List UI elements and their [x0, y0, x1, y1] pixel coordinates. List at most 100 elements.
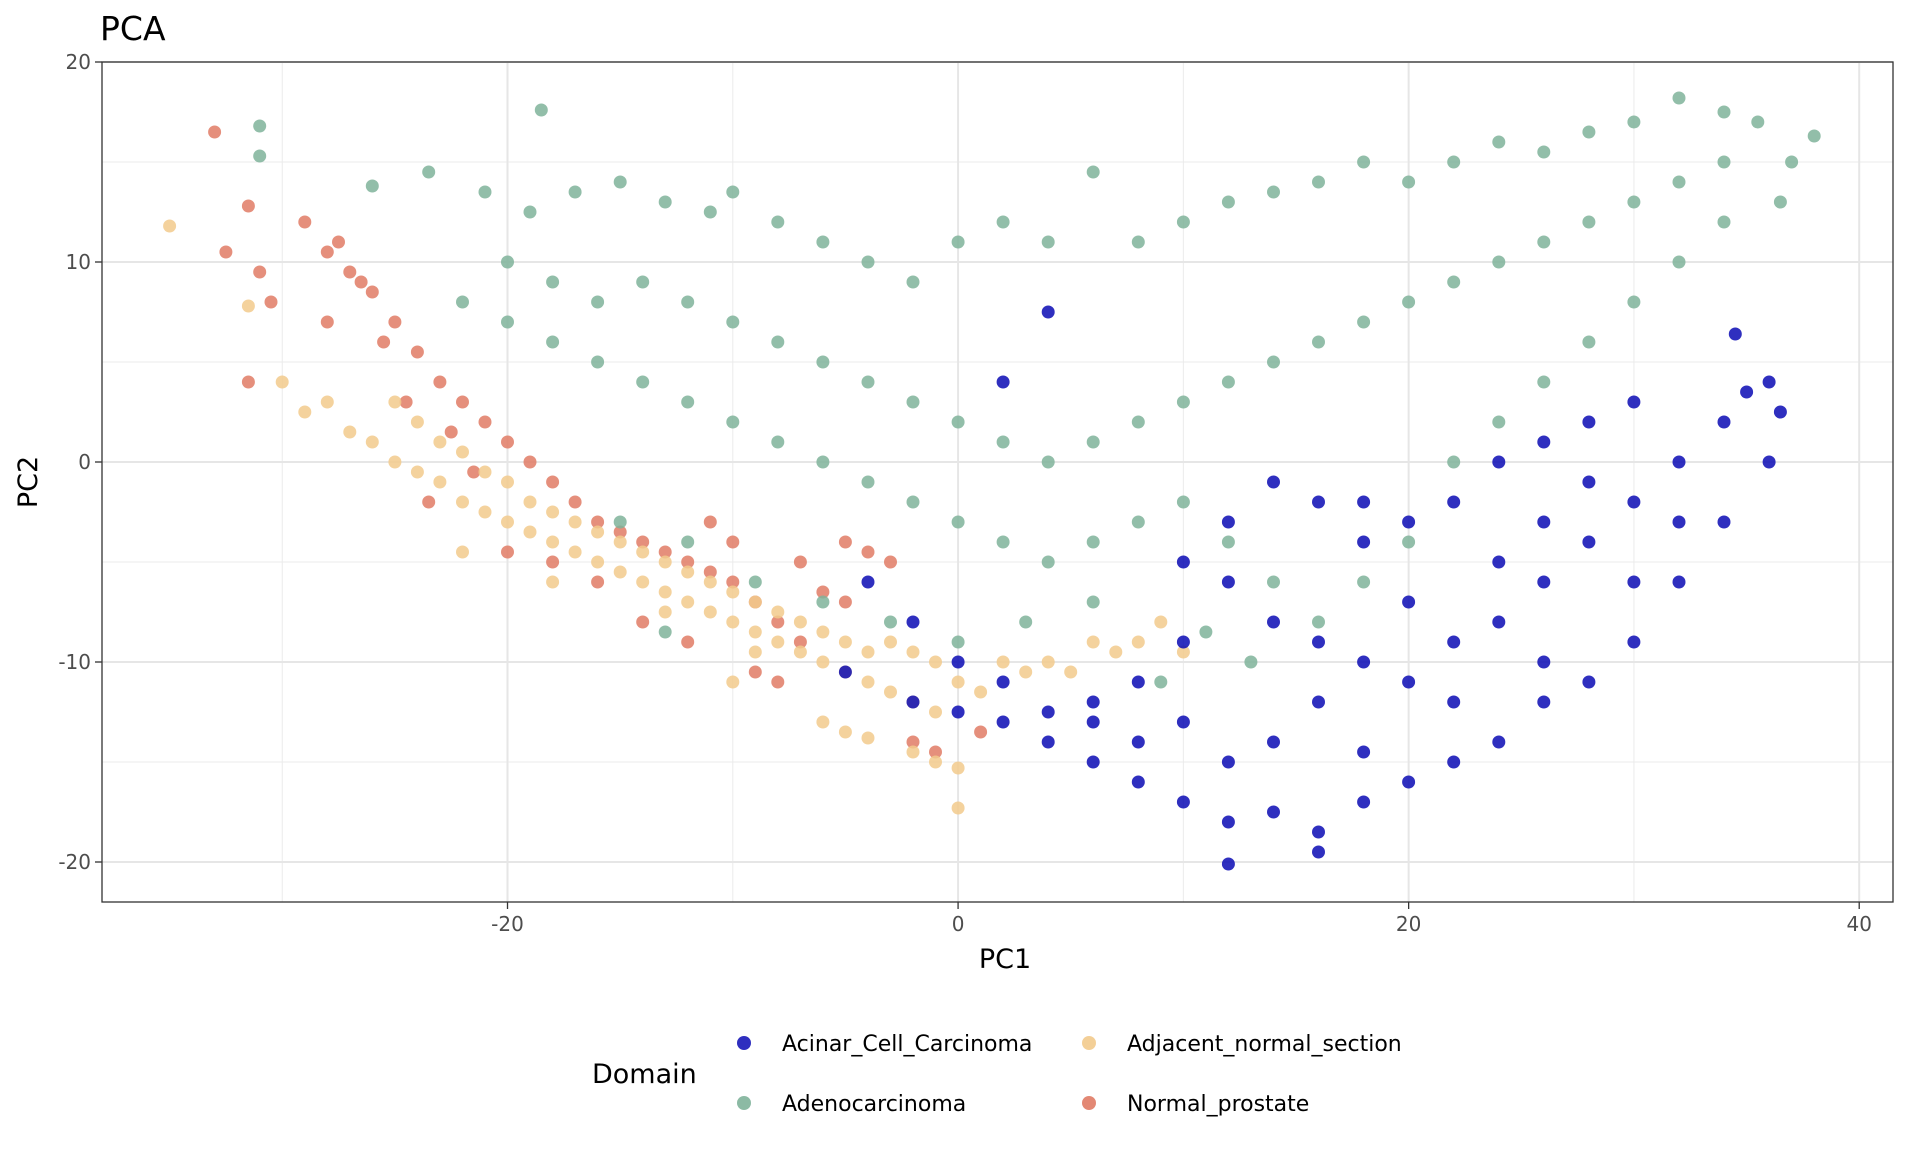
- y-tick-label-4: 20: [66, 50, 91, 74]
- point-normal-prostate-48: [467, 465, 481, 479]
- point-acinar-cell-carcinoma-68: [1492, 555, 1506, 569]
- point-adenocarcinoma-82: [1176, 395, 1190, 409]
- point-acinar-cell-carcinoma-32: [1447, 635, 1461, 649]
- point-adenocarcinoma-4: [422, 165, 436, 179]
- point-acinar-cell-carcinoma-16: [1582, 675, 1596, 689]
- point-adjacent-normal-section-25: [793, 645, 807, 659]
- point-adenocarcinoma-51: [1041, 555, 1055, 569]
- point-adjacent-normal-section-18: [636, 575, 650, 589]
- point-adenocarcinoma-18: [1041, 235, 1055, 249]
- point-adjacent-normal-section-78: [658, 605, 672, 619]
- point-adenocarcinoma-89: [1492, 255, 1506, 269]
- point-acinar-cell-carcinoma-53: [1041, 705, 1055, 719]
- point-acinar-cell-carcinoma-74: [1357, 495, 1371, 509]
- point-acinar-cell-carcinoma-34: [1537, 575, 1551, 589]
- point-adenocarcinoma-99: [884, 615, 897, 629]
- point-normal-prostate-25: [726, 575, 740, 589]
- point-acinar-cell-carcinoma-4: [1041, 735, 1055, 749]
- point-adjacent-normal-section-67: [929, 655, 942, 669]
- point-acinar-cell-carcinoma-13: [1447, 755, 1461, 769]
- point-acinar-cell-carcinoma-41: [1582, 415, 1596, 429]
- x-axis-title: PC1: [979, 944, 1031, 975]
- point-adenocarcinoma-94: [1717, 155, 1731, 169]
- point-adenocarcinoma-47: [861, 475, 875, 489]
- legend-label-adenocarcinoma: Adenocarcinoma: [782, 1092, 966, 1117]
- x-tick-label-3: 40: [1846, 912, 1871, 936]
- point-normal-prostate-22: [658, 545, 672, 559]
- point-normal-prostate-46: [399, 395, 413, 409]
- point-adenocarcinoma-57: [1312, 615, 1325, 629]
- point-adjacent-normal-section-26: [816, 655, 830, 669]
- point-adenocarcinoma-17: [996, 215, 1010, 229]
- point-adenocarcinoma-20: [1131, 235, 1145, 249]
- point-adenocarcinoma-66: [1717, 215, 1731, 229]
- point-acinar-cell-carcinoma-56: [906, 615, 920, 629]
- point-normal-prostate-40: [906, 735, 920, 749]
- point-adenocarcinoma-5: [478, 185, 492, 199]
- point-adenocarcinoma-87: [1402, 295, 1416, 309]
- point-adenocarcinoma-40: [546, 335, 560, 349]
- point-normal-prostate-9: [365, 285, 379, 299]
- point-normal-prostate-51: [726, 535, 740, 549]
- point-adjacent-normal-section-65: [884, 635, 897, 649]
- point-acinar-cell-carcinoma-48: [1267, 475, 1280, 489]
- point-adenocarcinoma-36: [1807, 129, 1821, 143]
- point-acinar-cell-carcinoma-66: [1672, 515, 1686, 529]
- point-normal-prostate-36: [636, 615, 650, 629]
- point-adenocarcinoma-83: [1221, 375, 1235, 389]
- point-adenocarcinoma-28: [1492, 135, 1506, 149]
- point-adenocarcinoma-43: [681, 395, 695, 409]
- y-tick-label-3: 10: [66, 250, 91, 274]
- point-acinar-cell-carcinoma-61: [1267, 735, 1280, 749]
- point-adenocarcinoma-100: [951, 635, 965, 649]
- point-adjacent-normal-section-54: [636, 545, 650, 559]
- y-tick-label-2: 0: [78, 450, 91, 474]
- point-acinar-cell-carcinoma-2: [951, 705, 965, 719]
- point-adenocarcinoma-95: [613, 515, 627, 529]
- point-normal-prostate-24: [703, 565, 717, 579]
- point-adenocarcinoma-31: [1627, 115, 1641, 129]
- point-adjacent-normal-section-48: [501, 475, 514, 489]
- point-adjacent-normal-section-21: [703, 605, 717, 619]
- point-acinar-cell-carcinoma-75: [1537, 515, 1551, 529]
- point-adenocarcinoma-61: [1492, 415, 1506, 429]
- point-acinar-cell-carcinoma-64: [1537, 655, 1551, 669]
- point-adenocarcinoma-90: [1537, 235, 1551, 249]
- point-adenocarcinoma-34: [1751, 115, 1765, 129]
- point-adenocarcinoma-13: [816, 235, 830, 249]
- point-adenocarcinoma-21: [1176, 215, 1190, 229]
- point-adjacent-normal-section-34: [996, 655, 1010, 669]
- point-adenocarcinoma-60: [1447, 455, 1461, 469]
- point-acinar-cell-carcinoma-70: [1312, 695, 1325, 709]
- point-normal-prostate-12: [433, 375, 447, 389]
- point-adenocarcinoma-63: [1582, 335, 1596, 349]
- point-normal-prostate-3: [253, 265, 267, 279]
- point-acinar-cell-carcinoma-30: [1357, 655, 1371, 669]
- point-acinar-cell-carcinoma-21: [1773, 405, 1787, 419]
- point-acinar-cell-carcinoma-40: [1627, 395, 1641, 409]
- point-acinar-cell-carcinoma-11: [1357, 795, 1371, 809]
- point-adenocarcinoma-75: [861, 375, 875, 389]
- point-adenocarcinoma-52: [1086, 535, 1100, 549]
- point-adenocarcinoma-24: [1312, 175, 1325, 189]
- point-normal-prostate-52: [793, 555, 807, 569]
- point-adjacent-normal-section-72: [929, 755, 942, 769]
- point-adenocarcinoma-29: [1537, 145, 1551, 159]
- point-adenocarcinoma-12: [771, 215, 785, 229]
- point-adjacent-normal-section-66: [906, 645, 920, 659]
- point-acinar-cell-carcinoma-72: [1131, 735, 1145, 749]
- point-adenocarcinoma-3: [365, 179, 379, 193]
- y-axis: -20 -10 0 10 20: [58, 50, 102, 874]
- point-adjacent-normal-section-43: [388, 395, 402, 409]
- point-adjacent-normal-section-56: [681, 565, 695, 579]
- point-adenocarcinoma-49: [951, 515, 965, 529]
- legend-key-normal-prostate: [1082, 1096, 1096, 1110]
- point-adenocarcinoma-59: [1402, 535, 1416, 549]
- point-adjacent-normal-section-19: [658, 585, 672, 599]
- point-adjacent-normal-section-6: [365, 435, 379, 449]
- point-normal-prostate-13: [456, 395, 469, 409]
- point-acinar-cell-carcinoma-62: [1357, 745, 1371, 759]
- point-adjacent-normal-section-68: [816, 715, 830, 729]
- point-normal-prostate-14: [478, 415, 492, 429]
- point-adjacent-normal-section-46: [456, 445, 469, 459]
